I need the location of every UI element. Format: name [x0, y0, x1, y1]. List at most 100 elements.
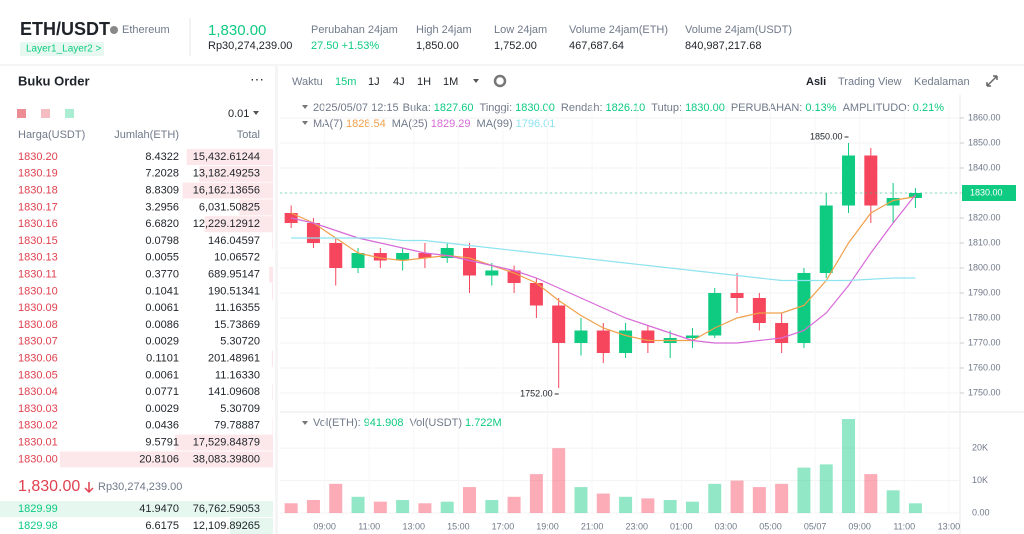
volume-bar — [440, 501, 454, 513]
info-value: 1827.60 — [434, 102, 474, 114]
symbol: ETH/USDT — [20, 19, 110, 39]
ask-total: 6,031.50825 — [199, 201, 260, 213]
ask-amount: 6.6820 — [145, 218, 179, 230]
candle-body — [641, 330, 655, 343]
view-both-icon[interactable] — [17, 109, 26, 118]
y-tick-label: 1810.00 — [968, 237, 1001, 247]
down-arrow — [84, 482, 94, 494]
x-tick-label: 13:00 — [938, 521, 961, 531]
view-bids-icon[interactable] — [65, 109, 74, 118]
ask-total: 190.51341 — [208, 285, 260, 297]
vol-value: 941.908 — [364, 417, 404, 429]
y-tick-label: 1770.00 — [968, 337, 1001, 347]
interval-dropdown[interactable] — [473, 79, 479, 83]
y-tick-label: 1780.00 — [968, 312, 1001, 322]
info-value: 1826.10 — [606, 102, 646, 114]
volume-bar — [797, 467, 811, 513]
ask-amount: 8.4322 — [145, 151, 179, 163]
fiat-price: Rp30,274,239.00 — [208, 40, 292, 52]
interval[interactable]: 4J — [393, 76, 405, 88]
view-tab[interactable]: Trading View — [838, 76, 902, 88]
candle-body — [819, 205, 833, 273]
ask-price[interactable]: 1830.08 — [18, 319, 58, 331]
bid-price[interactable]: 1829.99 — [18, 503, 58, 515]
ask-price[interactable]: 1830.16 — [18, 218, 58, 230]
collapse-icon[interactable] — [302, 421, 308, 425]
interval[interactable]: Waktu — [292, 76, 323, 88]
tag[interactable]: Layer1_Layer2 > — [26, 44, 101, 55]
volume-bar — [396, 500, 410, 513]
ask-price[interactable]: 1830.04 — [18, 386, 58, 398]
stat-label: Perubahan 24jam — [311, 24, 398, 36]
stat-label: Low 24jam — [494, 24, 547, 36]
collapse-icon[interactable] — [302, 121, 308, 125]
ask-price[interactable]: 1830.20 — [18, 151, 58, 163]
volume-bar — [685, 501, 699, 513]
volume-bar — [842, 419, 856, 513]
ask-total: 15.73869 — [214, 319, 260, 331]
view-tab[interactable]: Asli — [806, 76, 826, 88]
ask-price[interactable]: 1830.18 — [18, 185, 58, 197]
ask-price[interactable]: 1830.09 — [18, 302, 58, 314]
tag-box[interactable] — [20, 42, 104, 56]
ask-total: 201.48961 — [208, 353, 260, 365]
info-label: AMPLITUDO: — [843, 102, 910, 114]
info-label: Tinggi: — [480, 102, 513, 114]
volume-bar — [373, 501, 387, 513]
ask-price[interactable]: 1830.19 — [18, 168, 58, 180]
candle-body — [775, 323, 789, 343]
ma-line — [291, 237, 916, 282]
collapse-icon[interactable] — [302, 105, 308, 109]
y-tick-label: 1850.00 — [968, 137, 1001, 147]
volume-bar — [752, 487, 766, 513]
interval[interactable]: 1M — [443, 76, 458, 88]
view-tab[interactable]: Kedalaman — [914, 76, 970, 88]
view-asks-icon[interactable] — [41, 109, 50, 118]
bid-amount: 6.6175 — [145, 520, 179, 532]
candle-body — [752, 298, 766, 323]
candle-body — [886, 198, 900, 206]
col-header: Harga(USDT) — [18, 129, 85, 141]
ask-price[interactable]: 1830.00 — [18, 453, 58, 465]
stat-label: Volume 24jam(ETH) — [569, 24, 668, 36]
ask-price[interactable]: 1830.06 — [18, 353, 58, 365]
last-fiat: Rp30,274,239.00 — [98, 481, 182, 493]
tick-dropdown[interactable] — [253, 111, 259, 115]
ask-price[interactable]: 1830.13 — [18, 252, 58, 264]
volume-bar — [775, 483, 789, 513]
interval[interactable]: 15m — [335, 76, 356, 88]
interval[interactable]: 1J — [368, 76, 380, 88]
annotation: 1850.00 — [810, 131, 843, 141]
ask-amount: 3.2956 — [145, 201, 179, 213]
bid-total: 76,762.59053 — [193, 503, 260, 515]
ask-price[interactable]: 1830.17 — [18, 201, 58, 213]
volume-bar — [641, 498, 655, 513]
bid-price[interactable]: 1829.98 — [18, 520, 58, 532]
ask-total: 15,432.61244 — [193, 151, 260, 163]
tick-size[interactable]: 0.01 — [228, 108, 249, 120]
settings-icon[interactable] — [493, 74, 507, 88]
interval[interactable]: 1H — [417, 76, 431, 88]
volume-bar — [908, 503, 922, 513]
expand-icon[interactable] — [986, 75, 998, 87]
info-value: 1830.00 — [685, 102, 725, 114]
ask-price[interactable]: 1830.01 — [18, 437, 58, 449]
ask-price[interactable]: 1830.07 — [18, 336, 58, 348]
x-tick-label: 17:00 — [492, 521, 515, 531]
menu-dots[interactable]: ··· — [250, 71, 264, 87]
info-label: Tutup: — [651, 102, 682, 114]
ma-line — [291, 194, 916, 344]
ask-price[interactable]: 1830.15 — [18, 235, 58, 247]
ask-price[interactable]: 1830.10 — [18, 285, 58, 297]
ask-price[interactable]: 1830.05 — [18, 369, 58, 381]
ask-price[interactable]: 1830.11 — [18, 269, 57, 281]
depth-bar — [229, 518, 273, 534]
volume-bar — [552, 448, 566, 513]
ask-price[interactable]: 1830.02 — [18, 420, 58, 432]
ask-price[interactable]: 1830.03 — [18, 403, 58, 415]
col-header: Jumlah(ETH) — [114, 129, 179, 141]
depth-bar — [174, 434, 273, 451]
ask-amount: 0.0086 — [145, 319, 179, 331]
chart-panel — [278, 66, 1024, 534]
